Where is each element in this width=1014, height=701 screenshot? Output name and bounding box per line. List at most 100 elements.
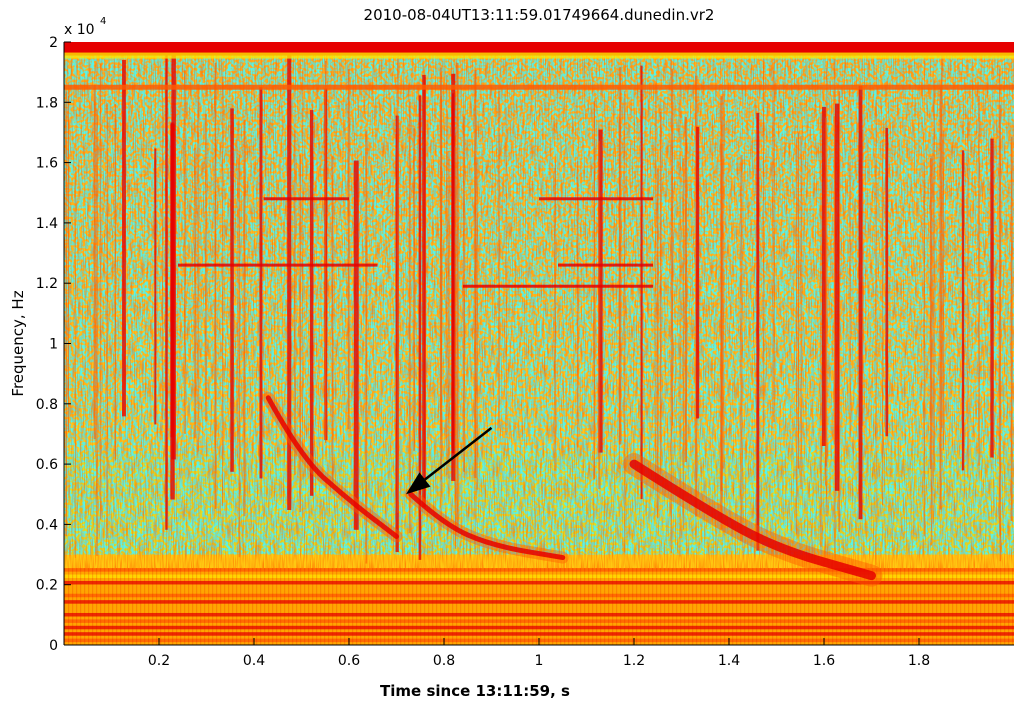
- y-exponent-label: x 10: [64, 22, 95, 38]
- low-band-stripe: [64, 593, 1014, 598]
- low-band-hatch: [496, 568, 498, 645]
- sferic-streak: [287, 55, 292, 510]
- sferic-streak: [640, 65, 643, 500]
- red-noise-layer: [64, 42, 1014, 645]
- sferic-streak: [999, 104, 1001, 562]
- sferic-streak: [238, 154, 241, 558]
- low-band-hatch: [908, 568, 910, 645]
- low-band-hatch: [764, 568, 766, 645]
- y-tick-label: 0.6: [36, 457, 58, 473]
- sferic-streak: [990, 138, 994, 458]
- sferic-streak: [259, 87, 263, 479]
- sferic-streak: [619, 66, 622, 445]
- sferic-streak: [397, 56, 399, 513]
- low-band-hatch: [928, 568, 930, 645]
- sferic-streak: [961, 150, 965, 471]
- low-band-hatch: [796, 568, 798, 645]
- low-band-hatch: [696, 568, 698, 645]
- low-band-hatch: [152, 568, 154, 645]
- low-band-hatch: [596, 568, 598, 645]
- low-band-hatch: [296, 568, 298, 645]
- sferic-streak: [670, 59, 672, 554]
- low-band-hatch: [508, 568, 510, 645]
- sferic-streak: [67, 96, 69, 433]
- low-band-hatch: [332, 568, 334, 645]
- low-band-hatch: [792, 568, 794, 645]
- low-band-hatch: [900, 568, 902, 645]
- low-band-stripe: [64, 587, 1014, 591]
- low-band-hatch: [108, 568, 110, 645]
- low-band-hatch: [448, 568, 450, 645]
- sferic-streak: [451, 93, 455, 454]
- sferic-streak: [65, 91, 67, 537]
- low-band-hatch: [564, 568, 566, 645]
- low-band-hatch: [916, 568, 918, 645]
- sferic-streak: [820, 112, 823, 547]
- sferic-streak: [456, 62, 459, 530]
- sferic-streak: [772, 67, 774, 430]
- y-tick-label: 1.8: [36, 95, 58, 111]
- sferic-streak: [454, 146, 457, 549]
- low-band-hatch: [180, 568, 182, 645]
- sferic-streak: [796, 138, 798, 535]
- low-band-hatch: [876, 568, 878, 645]
- low-band-hatch: [500, 568, 502, 645]
- sferic-streak: [122, 60, 126, 417]
- low-band-hatch: [420, 568, 422, 645]
- low-band-stripe: [64, 580, 1014, 585]
- low-band-hatch: [280, 568, 282, 645]
- low-band-hatch: [316, 568, 318, 645]
- low-band-hatch: [140, 568, 142, 645]
- annotation-arrow-shaft: [424, 426, 493, 481]
- sferic-streak: [170, 122, 174, 438]
- sferic-streak: [942, 130, 944, 451]
- sferic-streak: [446, 74, 448, 476]
- low-band-hatch: [424, 568, 426, 645]
- low-band-hatch: [540, 568, 542, 645]
- low-band-hatch: [664, 568, 666, 645]
- low-band-hatch: [1004, 568, 1006, 645]
- sferic-streak: [197, 85, 200, 452]
- low-band-hatch: [740, 568, 742, 645]
- sferic-streak: [74, 166, 76, 558]
- low-band-stripe: [64, 606, 1014, 611]
- low-band-hatch: [128, 568, 130, 645]
- sferic-streak: [165, 53, 168, 530]
- low-band-hatch: [628, 568, 630, 645]
- low-band-hatch: [492, 568, 494, 645]
- tone-line: [558, 263, 653, 267]
- low-band-hatch: [648, 568, 650, 645]
- low-band-hatch: [860, 568, 862, 645]
- low-band-hatch: [484, 568, 486, 645]
- low-band-hatch: [616, 568, 618, 645]
- low-band-hatch: [468, 568, 470, 645]
- low-band-hatch: [780, 568, 782, 645]
- low-band-hatch: [824, 568, 826, 645]
- low-band-hatch: [168, 568, 170, 645]
- whistler-trace: [265, 395, 399, 539]
- low-band-hatch: [732, 568, 734, 645]
- sferic-streak: [114, 104, 117, 461]
- low-band-hatch: [520, 568, 522, 645]
- sferic-streak: [106, 103, 109, 539]
- low-band-hatch: [692, 568, 694, 645]
- low-band-stripe: [64, 574, 1014, 579]
- low-band-hatch: [712, 568, 714, 645]
- low-band-hatch: [604, 568, 606, 645]
- low-band-hatch: [188, 568, 190, 645]
- low-band-hatch: [872, 568, 874, 645]
- sferic-streak: [365, 131, 368, 564]
- sferic-streak: [408, 101, 411, 534]
- low-band-hatch: [236, 568, 238, 645]
- low-band-stripe: [64, 632, 1014, 636]
- low-band-hatch: [516, 568, 518, 645]
- low-band-hatch: [348, 568, 350, 645]
- sferic-streak: [222, 76, 224, 506]
- x-tick-label: 0.2: [148, 653, 170, 669]
- low-band-hatch: [904, 568, 906, 645]
- low-band-hatch: [704, 568, 706, 645]
- low-band-hatch: [640, 568, 642, 645]
- sferic-streak: [722, 91, 725, 469]
- sferic-streak: [353, 160, 359, 530]
